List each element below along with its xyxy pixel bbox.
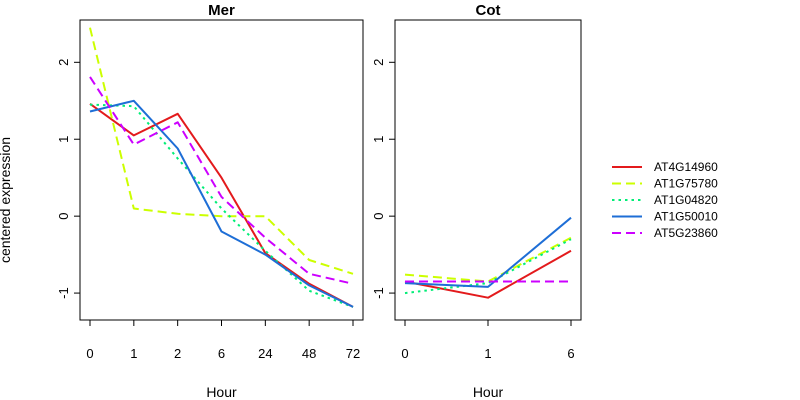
panel-title: Mer (208, 2, 235, 19)
legend-item: AT4G14960 (612, 160, 718, 174)
x-tick-label: 0 (86, 346, 93, 361)
legend-label: AT1G04820 (654, 193, 718, 207)
panel-mer: Mer -1 0 1 2 0 1 2 6 24 48 72 Hour (56, 2, 364, 400)
y-tick-label: 0 (56, 213, 71, 220)
panel-title: Cot (476, 2, 501, 19)
y-tick-label: 2 (56, 59, 71, 66)
legend-label: AT4G14960 (654, 160, 718, 174)
legend-item: AT1G50010 (612, 210, 718, 224)
y-axis-label: centered expression (0, 137, 13, 263)
legend-item: AT1G75780 (612, 177, 718, 191)
series-line-at1g50010 (404, 216, 572, 288)
y-tick-label: 0 (371, 213, 386, 220)
x-tick-label: 1 (130, 346, 137, 361)
x-tick-label: 0 (401, 346, 408, 361)
legend-label: AT1G75780 (654, 177, 718, 191)
legend-item: AT5G23860 (612, 226, 718, 240)
y-tick-label: -1 (371, 287, 386, 299)
x-tick-label: 72 (346, 346, 360, 361)
series-line-at4g14960 (404, 249, 572, 299)
panel-cot: Cot -1 0 1 2 0 1 6 Hour (371, 2, 582, 400)
y-tick-label: -1 (56, 287, 71, 299)
x-tick-label: 2 (174, 346, 181, 361)
series-line-at1g75780 (404, 236, 572, 283)
x-tick-label: 1 (484, 346, 491, 361)
series-line-at1g04820 (404, 238, 572, 295)
x-tick-label: 48 (302, 346, 316, 361)
legend-item: AT1G04820 (612, 193, 718, 207)
legend-label: AT1G50010 (654, 210, 718, 224)
x-axis-label: Hour (473, 384, 504, 400)
series-line-at4g14960 (89, 102, 354, 308)
chart-legend: AT4G14960 AT1G75780 AT1G04820 AT1G50010 AT5G… (612, 160, 718, 240)
series-line-at1g50010 (89, 99, 354, 308)
x-tick-label: 24 (258, 346, 272, 361)
y-tick-label: 2 (371, 59, 386, 66)
chart-panels: Mer -1 0 1 2 0 1 2 6 24 48 72 Hour Cot -1 0 1 2 0 1 6 Hour (56, 2, 582, 400)
series-line-at1g75780 (89, 27, 354, 275)
x-tick-label: 6 (567, 346, 574, 361)
plot-frame (79, 19, 364, 321)
x-tick-label: 6 (218, 346, 225, 361)
series-line-at5g23860 (89, 76, 354, 285)
series-line-at1g04820 (89, 103, 354, 308)
y-tick-label: 1 (371, 136, 386, 143)
legend-label: AT5G23860 (654, 226, 718, 240)
plot-frame (394, 19, 582, 321)
y-tick-label: 1 (56, 136, 71, 143)
x-axis-label: Hour (206, 384, 237, 400)
